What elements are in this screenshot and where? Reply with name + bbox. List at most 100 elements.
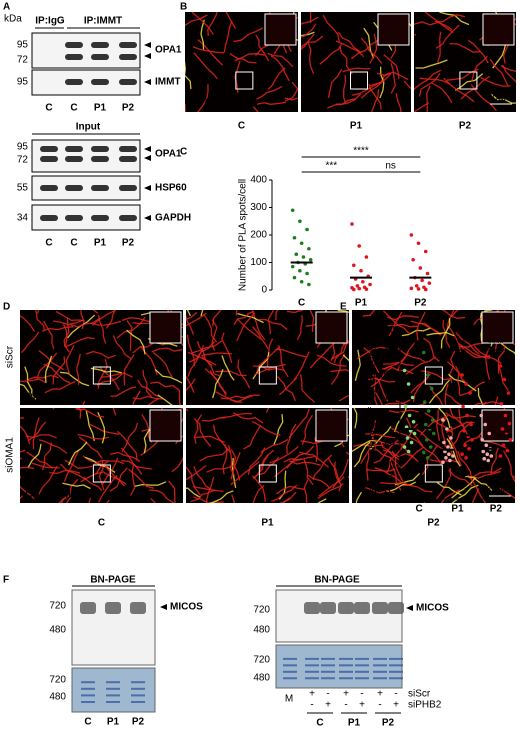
filament (176, 408, 183, 412)
filament (112, 335, 132, 360)
data-point (298, 268, 302, 273)
data-point (423, 287, 428, 292)
filament (467, 474, 487, 503)
inset (264, 13, 297, 46)
data-point (412, 431, 417, 436)
filament (186, 311, 198, 321)
lane-label: C (45, 103, 52, 114)
filament (279, 491, 297, 503)
filament (26, 451, 53, 469)
filament (27, 443, 42, 469)
filament (43, 363, 71, 384)
filament (20, 495, 24, 500)
filament (370, 89, 380, 112)
data-point (411, 257, 415, 262)
filament (418, 402, 426, 405)
data-point (305, 271, 309, 276)
mw-marker: 34 (17, 213, 29, 224)
filament (312, 454, 333, 481)
data-point (420, 278, 424, 283)
gel-band (321, 657, 335, 660)
y-tick-label: 50 (384, 415, 396, 426)
data-point (425, 271, 430, 276)
filament (105, 310, 116, 329)
row-label: siOMA1 (5, 437, 16, 473)
data-point (485, 452, 490, 457)
data-point (409, 286, 414, 291)
filament (197, 84, 209, 112)
band (388, 602, 404, 614)
inset (482, 13, 515, 46)
filament (478, 310, 481, 311)
roi-box (350, 71, 368, 90)
filament (65, 344, 75, 375)
filament (368, 378, 396, 383)
mw-marker: 95 (17, 77, 29, 88)
filament (222, 444, 228, 475)
filament (360, 37, 383, 64)
data-point (444, 456, 448, 460)
gel-band (355, 677, 369, 680)
filament (446, 68, 479, 81)
lane-label: P2 (427, 518, 440, 529)
significance-label: **** (353, 146, 369, 157)
filament (301, 16, 319, 25)
data-point (424, 438, 429, 442)
filament (150, 497, 157, 503)
stain-label: OPA1 / IMMT (25, 490, 85, 501)
condition-sign: - (310, 700, 313, 711)
gel-band (81, 701, 95, 703)
filament (233, 27, 264, 43)
significance-label: **** (450, 339, 466, 350)
roi-box (92, 464, 111, 483)
gel-title: BN-PAGE (314, 575, 360, 586)
filament (186, 334, 196, 367)
filament (337, 31, 362, 53)
filament (395, 93, 402, 112)
band (91, 146, 109, 152)
filament (62, 323, 70, 353)
filament (199, 449, 229, 462)
band (65, 54, 83, 60)
filament (68, 441, 88, 466)
filament (252, 484, 265, 503)
condition-sign: - (378, 700, 381, 711)
data-point (307, 282, 311, 287)
filament (370, 419, 377, 451)
filament (38, 465, 58, 495)
filament (455, 366, 461, 395)
filament (327, 98, 356, 109)
filament (41, 326, 74, 332)
data-point (411, 420, 416, 424)
panel-letter: F (3, 575, 9, 586)
filament (76, 353, 81, 385)
filament (429, 385, 444, 405)
filament (237, 312, 264, 324)
filament (200, 310, 204, 317)
mw-marker: 72 (17, 155, 29, 166)
band (130, 602, 146, 614)
condition-sign: - (446, 485, 449, 496)
filament (230, 452, 241, 480)
filament (436, 409, 441, 441)
filament (120, 447, 143, 475)
data-point (409, 440, 414, 445)
filament (337, 310, 349, 314)
condition-label: siOMA1 (356, 485, 392, 496)
y-tick-label: 200 (250, 230, 267, 241)
x-tick-label: C (298, 298, 305, 309)
filament (55, 310, 85, 322)
filament (376, 71, 409, 81)
significance-label: ns (385, 161, 396, 172)
band (119, 79, 137, 85)
filament (85, 410, 95, 442)
filament (112, 408, 117, 416)
filament (403, 80, 411, 90)
filament (342, 67, 371, 73)
blot-label: MICOS (416, 603, 449, 614)
inset (315, 409, 348, 442)
filament (286, 310, 304, 314)
filament (252, 326, 269, 350)
x-tick-label: C (416, 504, 423, 515)
filament (110, 386, 137, 397)
